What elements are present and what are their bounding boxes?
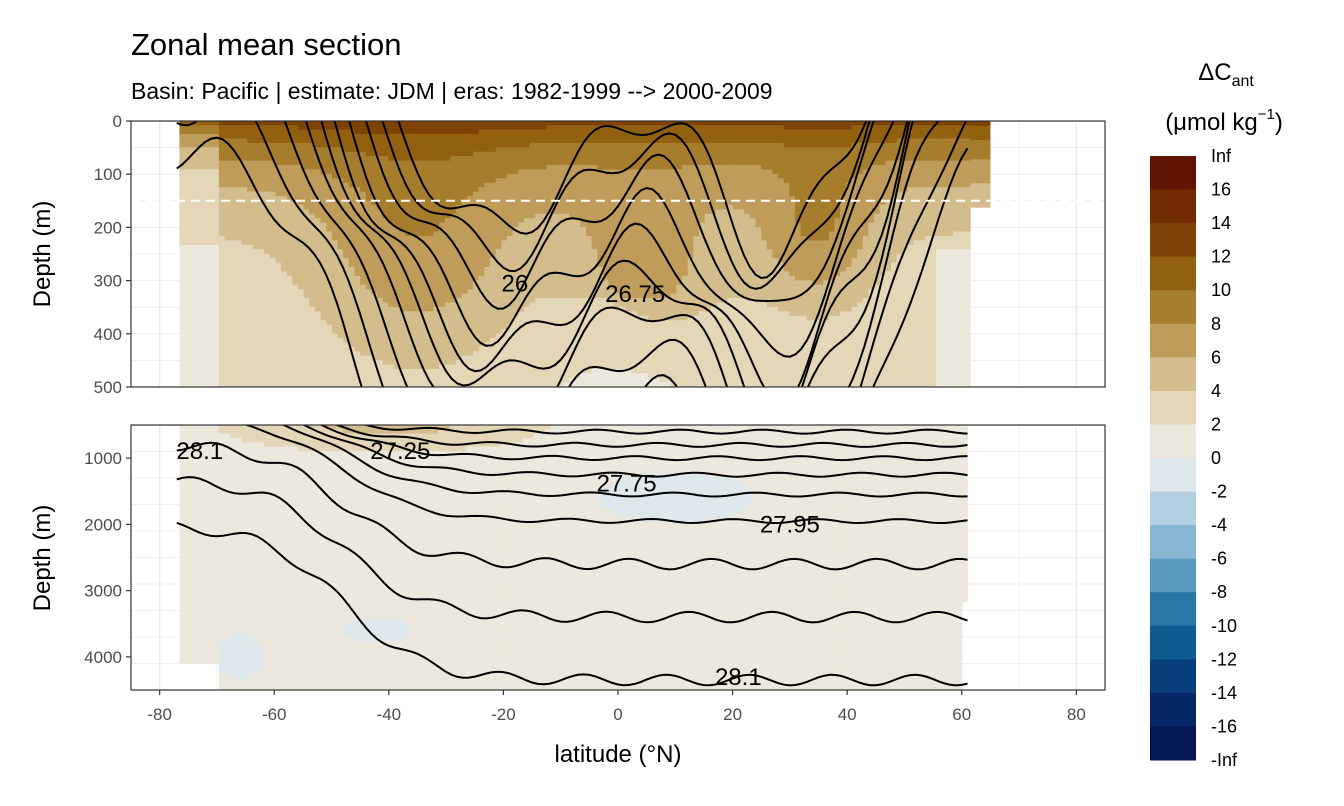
isopycnal-line xyxy=(348,121,895,358)
colorbar-legend: ΔCant (μmol kg−1) Inf 16 14 12 10 8 6 4 2 0 -2 -4 -6… xyxy=(1150,59,1283,770)
colorbar-bin xyxy=(1150,223,1196,258)
isopycnal-line xyxy=(176,476,968,624)
colorbar-bin xyxy=(1150,290,1196,325)
colorbar-bin xyxy=(1150,458,1196,493)
y-axis-title-lower: Depth (m) xyxy=(29,505,56,612)
isopycnal-line xyxy=(397,121,868,280)
chart-subtitle: Basin: Pacific | estimate: JDM | eras: 1… xyxy=(131,78,773,104)
isopycnal-line xyxy=(320,121,911,387)
colorbar-bin xyxy=(1150,726,1196,761)
lower-panel: 28.1 27.25 27.75 27.95 28.1 1000 2000 3000 4000 xyxy=(84,424,1106,691)
y-tick-label: 100 xyxy=(94,165,122,184)
x-tick-label: 0 xyxy=(613,705,622,724)
isopycnal-line xyxy=(283,121,941,387)
colorbar-label: 4 xyxy=(1211,381,1221,401)
colorbar-bin xyxy=(1150,323,1196,358)
colorbar-label: 6 xyxy=(1211,347,1221,367)
colorbar-bin xyxy=(1150,390,1196,425)
x-tick-label: 40 xyxy=(838,705,857,724)
y-tick-label: 3000 xyxy=(84,582,122,601)
colorbar-label: 2 xyxy=(1211,414,1221,434)
colorbar-bin xyxy=(1150,558,1196,593)
colorbar-label: 10 xyxy=(1211,280,1231,300)
isopycnal-line xyxy=(381,121,871,290)
colorbar-label: -2 xyxy=(1211,482,1227,502)
colorbar-bin xyxy=(1150,625,1196,660)
x-tick-label: 20 xyxy=(723,705,742,724)
colorbar-label: -12 xyxy=(1211,649,1237,669)
isopycnal-label: 26 xyxy=(502,270,529,297)
y-tick-label: 300 xyxy=(94,272,122,291)
x-tick-label: -40 xyxy=(377,705,402,724)
colorbar-label: 12 xyxy=(1211,247,1231,267)
x-tick-label: 80 xyxy=(1067,705,1086,724)
y-tick-label: 1000 xyxy=(84,449,122,468)
colorbar-bin xyxy=(1150,525,1196,560)
isopycnal-line xyxy=(333,425,968,448)
colorbar-label: -10 xyxy=(1211,616,1237,636)
colorbar-bin xyxy=(1150,156,1196,191)
isopycnal-label: 26.75 xyxy=(605,281,665,308)
x-tick-label: 60 xyxy=(952,705,971,724)
colorbar-bin xyxy=(1150,491,1196,526)
colorbar-label: 8 xyxy=(1211,314,1221,334)
y-axis-title-upper: Depth (m) xyxy=(29,201,56,308)
colorbar-label: -6 xyxy=(1211,549,1227,569)
y-tick-label: 500 xyxy=(94,378,122,397)
isopycnal-contours xyxy=(176,121,969,387)
isopycnal-line xyxy=(333,121,909,387)
colorbar-bin xyxy=(1150,357,1196,392)
colorbar-label: Inf xyxy=(1211,146,1232,166)
isopycnal-line xyxy=(176,121,968,387)
upper-panel: 26 26.75 0 100 200 300 400 500 xyxy=(94,112,1106,397)
colorbar-bin xyxy=(1150,189,1196,224)
colorbar-label: -14 xyxy=(1211,683,1237,703)
chart-title: Zonal mean section xyxy=(131,27,402,62)
x-tick-label: -80 xyxy=(147,705,172,724)
colorbar-label: -Inf xyxy=(1211,750,1238,770)
legend-unit: (μmol kg−1) xyxy=(1165,106,1283,136)
colorbar-bin xyxy=(1150,424,1196,459)
isopycnal-label: 27.75 xyxy=(597,470,657,497)
x-tick-label: -20 xyxy=(491,705,516,724)
colorbar-label: 0 xyxy=(1211,448,1221,468)
isopycnal-line xyxy=(176,521,968,687)
colorbar-label: -16 xyxy=(1211,716,1237,736)
y-tick-label: 2000 xyxy=(84,515,122,534)
x-axis: -80 -60 -40 -20 0 20 40 60 80 xyxy=(147,690,1086,724)
colorbar-bin xyxy=(1150,592,1196,627)
panel-border xyxy=(130,120,1106,388)
isopycnal-line xyxy=(176,136,969,387)
isopycnal-line xyxy=(318,425,968,462)
isopycnal-contours xyxy=(176,425,968,687)
colorbar-bin xyxy=(1150,659,1196,694)
colorbar-bin xyxy=(1150,692,1196,727)
legend-title: ΔCant xyxy=(1198,59,1254,90)
colorbar-label: -4 xyxy=(1211,515,1227,535)
isopycnal-line xyxy=(281,425,968,498)
delta-cant-field xyxy=(179,425,968,690)
isopycnal-label: 28.1 xyxy=(176,438,223,465)
isopycnal-label: 28.1 xyxy=(715,664,762,691)
isopycnal-line xyxy=(176,441,968,571)
colorbar-label: 16 xyxy=(1211,180,1231,200)
x-axis-title: latitude (°N) xyxy=(555,741,682,768)
isopycnal-line xyxy=(362,425,968,435)
isopycnal-line xyxy=(301,425,968,478)
y-tick-label: 0 xyxy=(113,112,122,131)
y-tick-label: 400 xyxy=(94,325,122,344)
delta-cant-field xyxy=(179,121,991,387)
colorbar-bin xyxy=(1150,256,1196,291)
colorbar-label: -8 xyxy=(1211,582,1227,602)
isopycnal-line xyxy=(304,121,914,387)
isopycnal-line xyxy=(365,121,875,310)
y-tick-label: 200 xyxy=(94,218,122,237)
isopycnal-label: 27.25 xyxy=(370,438,430,465)
isopycnal-label: 27.95 xyxy=(760,511,820,538)
colorbar-label: 14 xyxy=(1211,213,1231,233)
y-tick-label: 4000 xyxy=(84,648,122,667)
x-tick-label: -60 xyxy=(262,705,287,724)
isopycnal-line xyxy=(243,425,968,525)
